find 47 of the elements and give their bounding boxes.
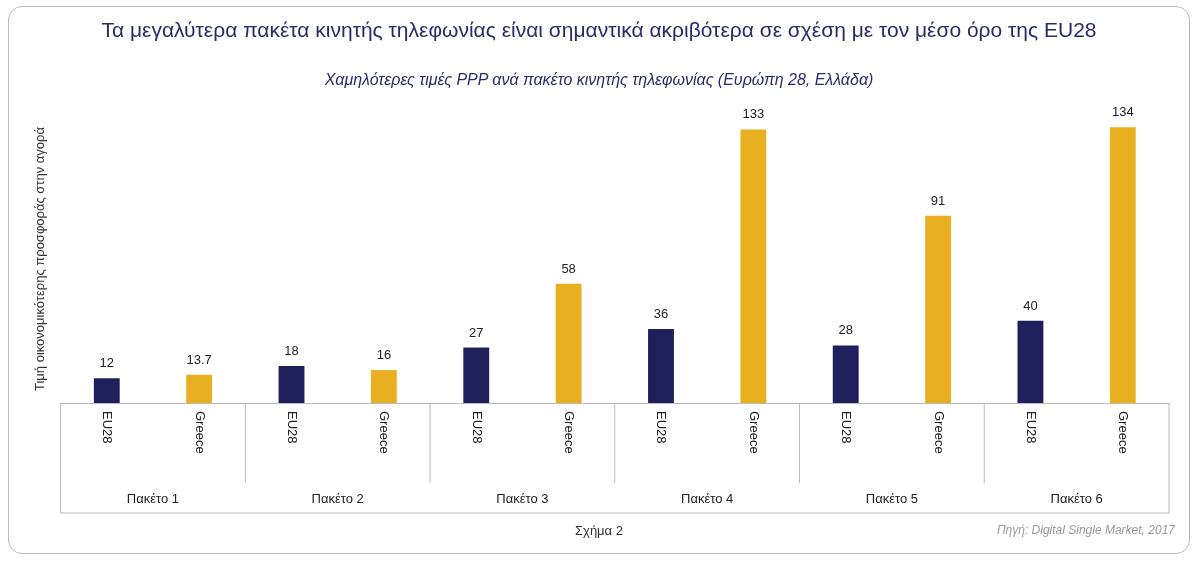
text: EU28: [1023, 411, 1039, 444]
chart-title: Τα μεγαλύτερα πακέτα κινητής τηλεφωνίας είναι σημαντικά ακριβότερα σε σχέση με τον μέσο όρο της EU28: [100, 17, 1098, 43]
data-label: 134: [1111, 104, 1134, 120]
bar: [1109, 127, 1136, 403]
data-label: 58: [561, 260, 576, 276]
data-label: 18: [284, 343, 299, 359]
text: Σχήμα 2: [575, 523, 623, 538]
data-label: 40: [1023, 297, 1038, 313]
data-label: 16: [376, 347, 392, 363]
text: Greece: [562, 411, 578, 454]
text: EU28: [284, 411, 300, 444]
x-tick-label: Πακέτο 3: [496, 490, 549, 506]
x-tick-label: Πακέτο 1: [126, 490, 180, 506]
bar: [1017, 320, 1044, 403]
data-label: 13.7: [186, 351, 212, 367]
chart-subtitle: Χαμηλότερες τιμές PPP ανά πακέτο κινητής τηλεφωνίας (Ευρώπη 28, Ελλάδα): [323, 71, 875, 89]
data-label: 28: [838, 322, 853, 338]
text: Greece: [1116, 411, 1132, 454]
bar: [648, 328, 674, 403]
data-label: 27: [469, 324, 484, 340]
bar: [740, 129, 767, 403]
data-label: 12: [99, 355, 115, 371]
text: EU28: [839, 411, 855, 444]
x-tick-label: Πακέτο 2: [311, 490, 364, 506]
data-label: 133: [742, 106, 765, 122]
bar: [93, 378, 120, 403]
data-label: 91: [930, 192, 946, 208]
text: Greece: [377, 411, 393, 454]
text: Greece: [192, 411, 208, 454]
text: Πηγή: Digital Single Market, 2017: [996, 523, 1175, 537]
text: Greece: [931, 411, 947, 454]
text: EU28: [469, 411, 485, 444]
bar: [186, 374, 213, 403]
text: EU28: [654, 411, 670, 444]
text: EU28: [100, 411, 116, 444]
bar: [278, 365, 305, 403]
bar: [925, 215, 952, 403]
bar: [555, 283, 582, 403]
bar: [370, 370, 397, 403]
x-tick-label: Πακέτο 4: [681, 490, 734, 506]
y-axis-title: Τιμή οικονομικότερης προσφοράς στην αγορά: [32, 126, 48, 392]
x-tick-label: Πακέτο 5: [865, 490, 919, 506]
data-label: 36: [653, 306, 669, 322]
x-tick-label: Πακέτο 6: [1050, 490, 1103, 506]
bar: [832, 345, 859, 403]
text: Greece: [746, 411, 762, 454]
bar: [463, 347, 490, 403]
